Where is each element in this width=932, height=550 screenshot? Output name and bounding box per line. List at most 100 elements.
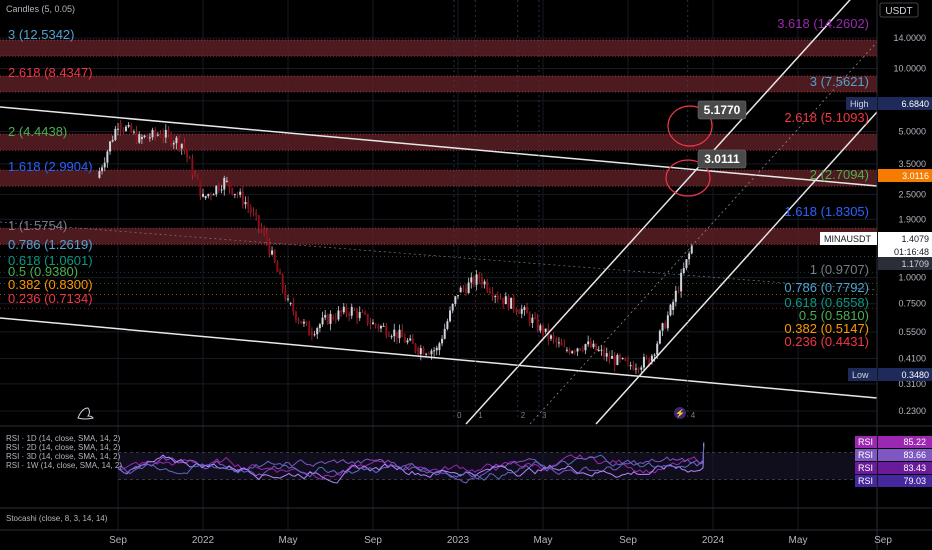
candle-body-20 <box>151 129 154 138</box>
price-tick-11: 0.3100 <box>898 379 926 389</box>
events-icon-glyph: ⚡ <box>675 408 685 418</box>
time-label-5: May <box>534 535 553 546</box>
candle-body-36 <box>194 175 197 177</box>
candle-body-48 <box>225 180 228 182</box>
candle-body-159 <box>520 309 523 314</box>
candle-body-176 <box>565 349 568 351</box>
time-label-2: May <box>279 535 298 546</box>
candle-body-66 <box>273 250 276 263</box>
rsi-value-0: 85.22 <box>903 437 926 447</box>
candle-body-117 <box>409 338 412 341</box>
candle-body-54 <box>241 191 244 205</box>
last-price: 1.4079 <box>901 234 929 244</box>
channel-line-lower <box>595 111 878 425</box>
rsi-badge-label-1: RSI <box>858 450 873 460</box>
candle-body-27 <box>170 133 173 145</box>
candle-body-219 <box>680 272 683 292</box>
candle-body-101 <box>366 313 369 324</box>
candle-body-18 <box>146 135 149 138</box>
fib-band-4 <box>0 228 877 245</box>
time-label-9: Sep <box>874 535 892 546</box>
candle-body-198 <box>624 357 627 361</box>
fib-band-2 <box>0 134 877 151</box>
candle-body-72 <box>289 303 292 305</box>
time-label-1: 2022 <box>192 535 215 546</box>
candle-body-43 <box>212 194 215 196</box>
candle-body-97 <box>356 310 359 319</box>
candle-body-6 <box>114 128 117 141</box>
fib-right-label-4: 1.618 (1.8305) <box>784 204 869 219</box>
candle-body-102 <box>369 323 372 325</box>
candle-body-139 <box>467 282 470 294</box>
candle-body-103 <box>372 322 374 325</box>
candle-body-109 <box>387 335 390 337</box>
candle-body-61 <box>260 226 263 231</box>
candle-body-73 <box>292 303 295 312</box>
price-tick-10: 0.4100 <box>898 354 926 364</box>
rsi-badge-label-bg-3 <box>855 475 877 487</box>
candle-body-124 <box>427 353 430 355</box>
candle-body-64 <box>268 240 271 255</box>
candle-body-208 <box>650 355 653 361</box>
candle-body-114 <box>401 329 404 338</box>
high-label-bg <box>846 97 877 110</box>
candle-body-9 <box>122 129 125 131</box>
candle-body-137 <box>462 287 465 289</box>
candle-body-45 <box>217 185 220 191</box>
candle-body-165 <box>536 317 539 331</box>
candle-body-166 <box>539 325 542 331</box>
candle-body-77 <box>302 321 305 324</box>
candle-body-26 <box>167 129 170 134</box>
candle-body-162 <box>528 313 531 323</box>
rsi-value-2: 83.43 <box>903 463 926 473</box>
candle-body-82 <box>316 328 319 335</box>
candle-body-201 <box>632 365 635 370</box>
candle-body-93 <box>345 306 348 314</box>
candle-body-87 <box>329 313 332 325</box>
fib-left-label-2: 2 (4.4438) <box>8 124 67 139</box>
rsi-badge-label-2: RSI <box>858 463 873 473</box>
fib-left-label-5: 0.786 (1.2619) <box>8 237 93 252</box>
candle-body-5 <box>111 140 114 142</box>
countdown: 01:16:48 <box>894 247 929 257</box>
candle-body-168 <box>544 328 547 332</box>
candle-body-195 <box>616 354 619 366</box>
candle-body-149 <box>494 296 497 298</box>
price-tick-7: 1.0000 <box>898 273 926 283</box>
candle-body-142 <box>475 274 478 285</box>
candle-body-24 <box>162 133 165 138</box>
candle-body-80 <box>310 331 313 335</box>
fib-left-label-7: 0.5 (0.9380) <box>8 264 78 279</box>
candle-body-187 <box>595 343 598 351</box>
candle-body-16 <box>140 137 143 140</box>
candle-body-135 <box>457 295 459 297</box>
candle-body-42 <box>209 193 212 196</box>
candle-body-34 <box>188 157 191 159</box>
candle-body-204 <box>640 367 643 370</box>
trendline-upper-descending <box>0 106 878 187</box>
rsi-line-3 <box>117 446 705 481</box>
candle-body-70 <box>284 289 287 300</box>
candle-body-3 <box>106 151 109 163</box>
fib-left-label-9: 0.236 (0.7134) <box>8 291 93 306</box>
candle-body-182 <box>581 349 584 351</box>
candle-body-110 <box>390 336 393 338</box>
candle-body-14 <box>135 131 138 143</box>
candle-body-100 <box>364 312 367 314</box>
candle-body-23 <box>159 134 162 137</box>
fib-price-badge: 3.0116 <box>902 171 929 181</box>
candle-body-177 <box>568 349 571 354</box>
callout-box-0 <box>697 100 747 120</box>
low-value: 0.3480 <box>901 370 929 380</box>
time-label-7: 2024 <box>702 535 725 546</box>
high-value-bg <box>878 97 932 110</box>
candle-body-62 <box>263 230 266 233</box>
candle-body-164 <box>534 317 537 319</box>
target-circle-1 <box>667 105 713 147</box>
low-value-bg <box>878 368 932 381</box>
rsi-badge-label-bg-2 <box>855 462 877 474</box>
candle-body-190 <box>603 349 606 357</box>
candle-body-222 <box>688 253 691 260</box>
ma-price: 1.1709 <box>901 259 929 269</box>
